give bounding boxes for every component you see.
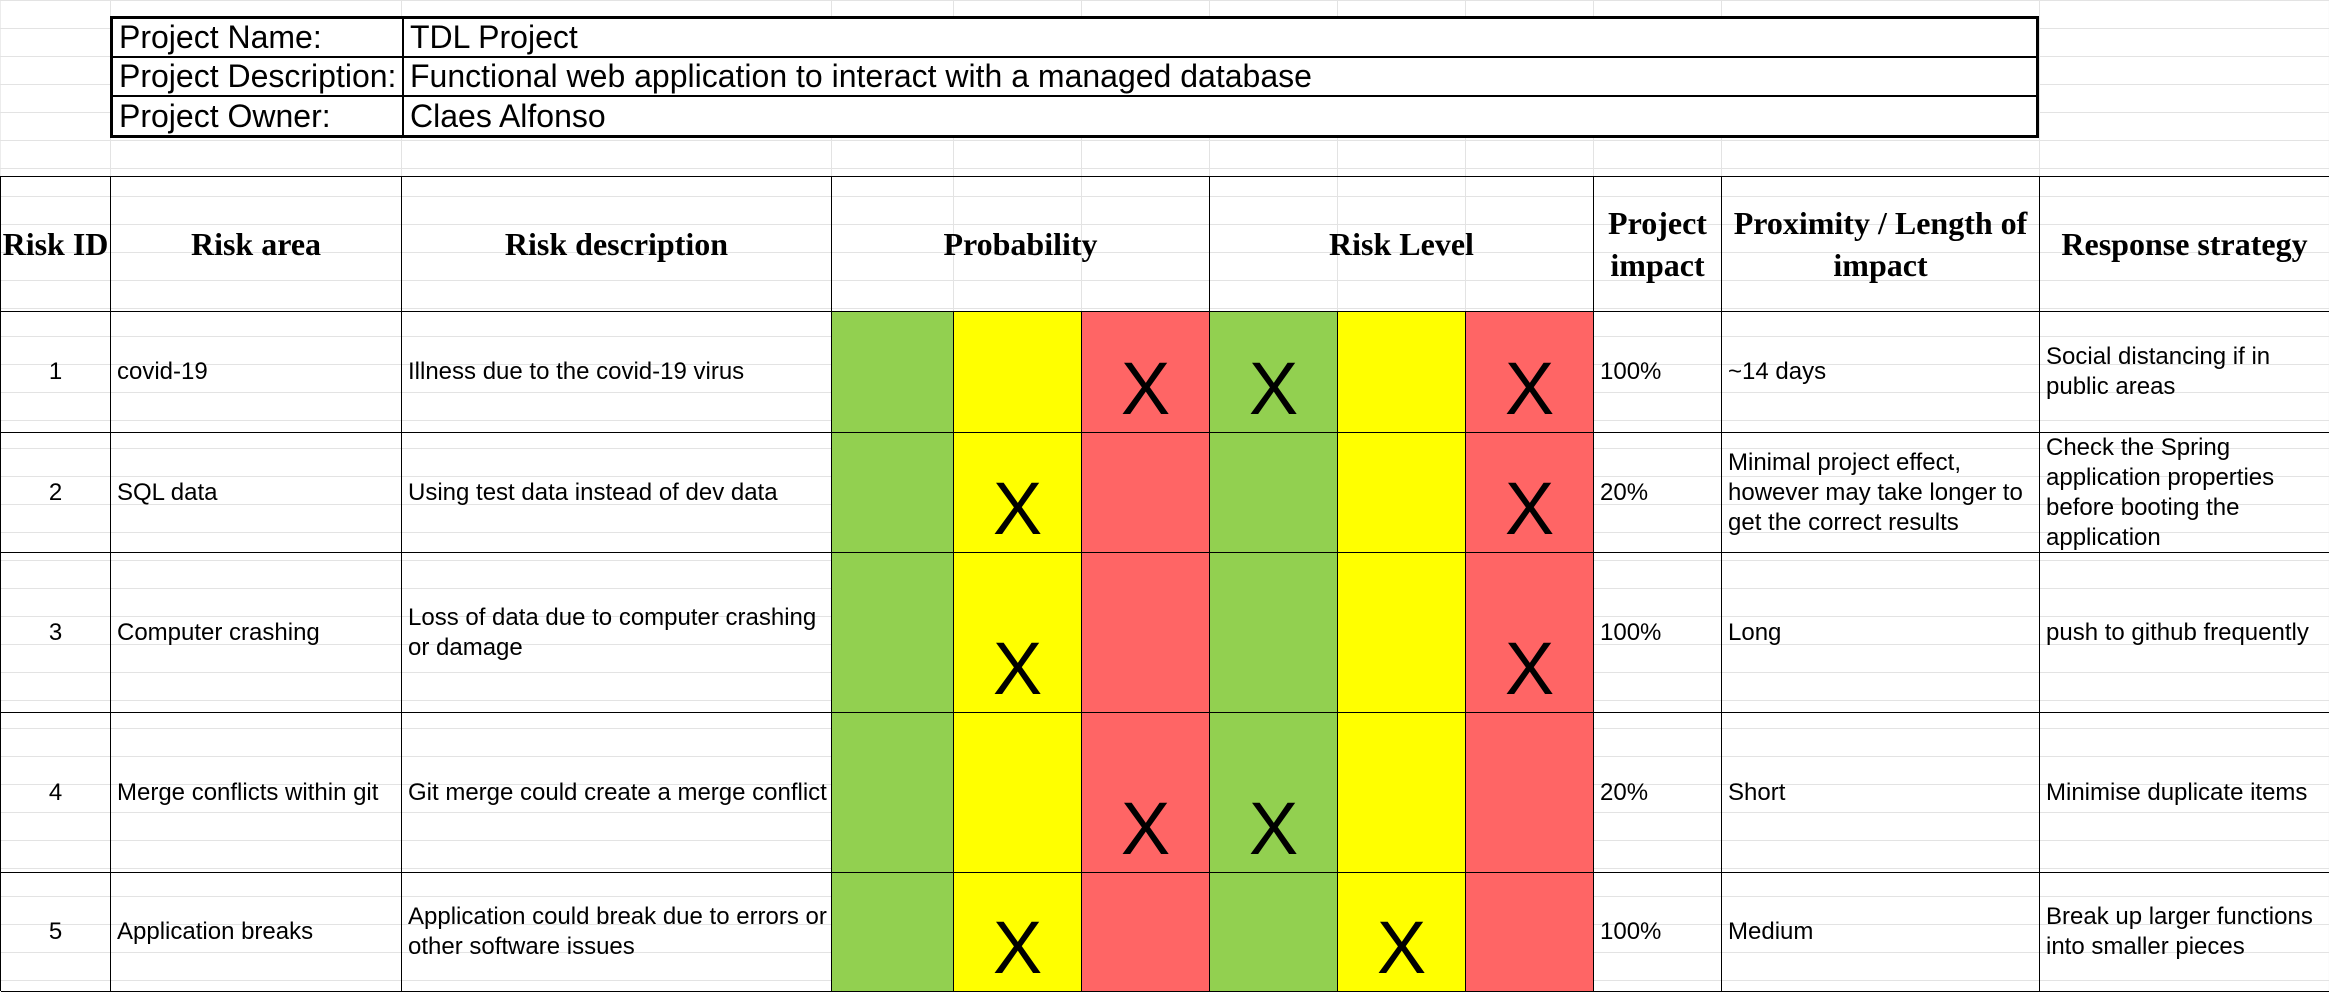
risk-description-cell[interactable]: Illness due to the covid-19 virus [402, 312, 832, 433]
response-strategy-cell[interactable]: Minimise duplicate items [2040, 713, 2329, 873]
project-description-value[interactable]: Functional web application to interact w… [410, 58, 1312, 94]
risk-area-cell[interactable]: covid-19 [111, 312, 402, 433]
risk-level-cell-high[interactable]: X [1466, 312, 1594, 433]
risk-id-cell[interactable]: 3 [1, 553, 111, 713]
risk-level-cell-high[interactable]: X [1466, 553, 1594, 713]
risk-description-cell[interactable]: Git merge could create a merge conflict [402, 713, 832, 873]
risk-level-cell-medium[interactable] [1338, 713, 1466, 873]
risk-level-cell-medium[interactable] [1338, 553, 1466, 713]
project-name-value[interactable]: TDL Project [410, 19, 578, 55]
header-risk-description: Risk description [402, 177, 832, 312]
project-owner-value[interactable]: Claes Alfonso [410, 98, 606, 134]
probability-cell-low[interactable] [832, 873, 954, 992]
project-impact-cell[interactable]: 20% [1594, 433, 1722, 553]
project-name-row: Project Name: TDL Project [113, 19, 2036, 58]
risk-table: Risk ID Risk area Risk description Probabil… [0, 176, 2329, 992]
response-strategy-cell[interactable]: push to github frequently [2040, 553, 2329, 713]
project-description-row: Project Description: Functional web appl… [113, 58, 2036, 97]
project-description-label: Project Description: [113, 58, 404, 95]
header-project-impact: Project impact [1594, 177, 1722, 312]
risk-level-cell-medium[interactable]: X [1338, 873, 1466, 992]
risk-level-cell-low[interactable]: X [1210, 312, 1338, 433]
probability-cell-high[interactable] [1082, 553, 1210, 713]
risk-area-cell[interactable]: Application breaks [111, 873, 402, 992]
risk-description-cell[interactable]: Application could break due to errors or… [402, 873, 832, 992]
response-strategy-cell[interactable]: Check the Spring application properties … [2040, 433, 2329, 553]
probability-cell-medium[interactable]: X [954, 553, 1082, 713]
risk-description-cell[interactable]: Loss of data due to computer crashing or… [402, 553, 832, 713]
project-impact-cell[interactable]: 100% [1594, 873, 1722, 992]
proximity-cell[interactable]: Short [1722, 713, 2040, 873]
header-risk-area: Risk area [111, 177, 402, 312]
probability-cell-low[interactable] [832, 713, 954, 873]
probability-cell-medium[interactable]: X [954, 433, 1082, 553]
probability-cell-low[interactable] [832, 433, 954, 553]
header-proximity: Proximity / Length of impact [1722, 177, 2040, 312]
risk-level-cell-high[interactable] [1466, 713, 1594, 873]
probability-cell-high[interactable]: X [1082, 312, 1210, 433]
project-impact-cell[interactable]: 100% [1594, 553, 1722, 713]
project-info-box: Project Name: TDL Project Project Descri… [110, 16, 2039, 138]
response-strategy-cell[interactable]: Break up larger functions into smaller p… [2040, 873, 2329, 992]
risk-id-cell[interactable]: 4 [1, 713, 111, 873]
risk-level-cell-low[interactable] [1210, 553, 1338, 713]
response-strategy-cell[interactable]: Social distancing if in public areas [2040, 312, 2329, 433]
risk-level-cell-low[interactable] [1210, 433, 1338, 553]
project-owner-row: Project Owner: Claes Alfonso [113, 97, 2036, 136]
risk-area-cell[interactable]: Computer crashing [111, 553, 402, 713]
project-impact-cell[interactable]: 20% [1594, 713, 1722, 873]
risk-description-cell[interactable]: Using test data instead of dev data [402, 433, 832, 553]
probability-cell-low[interactable] [832, 312, 954, 433]
proximity-cell[interactable]: Minimal project effect, however may take… [1722, 433, 2040, 553]
header-response-strategy: Response strategy [2040, 177, 2329, 312]
project-name-label: Project Name: [113, 19, 404, 56]
risk-level-cell-low[interactable]: X [1210, 713, 1338, 873]
risk-area-cell[interactable]: SQL data [111, 433, 402, 553]
risk-area-cell[interactable]: Merge conflicts within git [111, 713, 402, 873]
proximity-cell[interactable]: Long [1722, 553, 2040, 713]
risk-id-cell[interactable]: 2 [1, 433, 111, 553]
risk-level-cell-high[interactable]: X [1466, 433, 1594, 553]
probability-cell-low[interactable] [832, 553, 954, 713]
proximity-cell[interactable]: Medium [1722, 873, 2040, 992]
proximity-cell[interactable]: ~14 days [1722, 312, 2040, 433]
header-probability: Probability [832, 177, 1210, 312]
header-risk-id: Risk ID [1, 177, 111, 312]
project-owner-label: Project Owner: [113, 97, 404, 136]
probability-cell-high[interactable] [1082, 433, 1210, 553]
probability-cell-medium[interactable] [954, 312, 1082, 433]
probability-cell-medium[interactable] [954, 713, 1082, 873]
risk-id-cell[interactable]: 1 [1, 312, 111, 433]
risk-level-cell-medium[interactable] [1338, 433, 1466, 553]
risk-level-cell-low[interactable] [1210, 873, 1338, 992]
project-impact-cell[interactable]: 100% [1594, 312, 1722, 433]
header-risk-level: Risk Level [1210, 177, 1594, 312]
probability-cell-high[interactable] [1082, 873, 1210, 992]
risk-id-cell[interactable]: 5 [1, 873, 111, 992]
probability-cell-medium[interactable]: X [954, 873, 1082, 992]
probability-cell-high[interactable]: X [1082, 713, 1210, 873]
risk-level-cell-medium[interactable] [1338, 312, 1466, 433]
risk-level-cell-high[interactable] [1466, 873, 1594, 992]
